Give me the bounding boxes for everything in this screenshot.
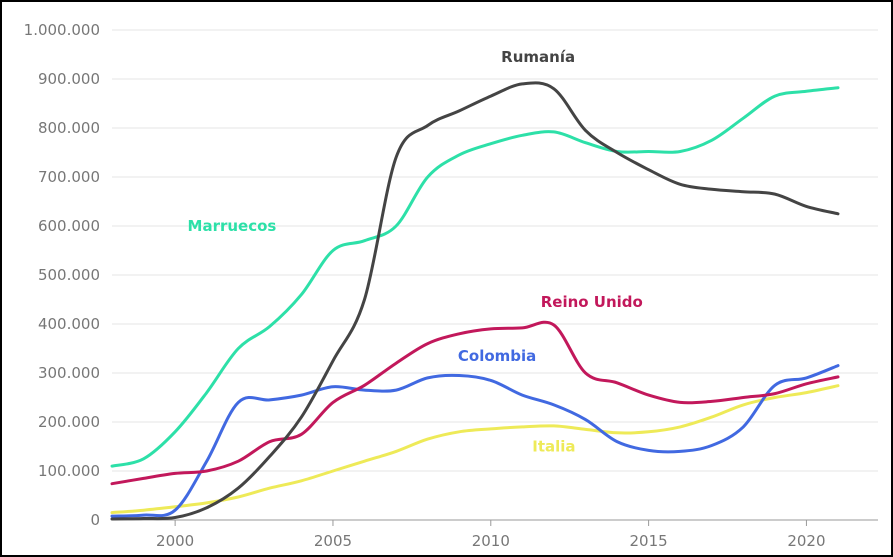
grid — [112, 29, 878, 521]
x-tick-label: 2010 — [472, 532, 510, 550]
series-line-rumania — [110, 81, 840, 521]
series-label-colombia: Colombia — [458, 347, 536, 365]
y-tick-label: 0 — [90, 511, 100, 529]
y-tick-label: 600.000 — [38, 217, 100, 235]
y-tick-label: 1.000.000 — [24, 21, 100, 39]
y-tick-label: 700.000 — [38, 168, 100, 186]
series-label-rumania: Rumanía — [501, 48, 575, 66]
y-tick-label: 900.000 — [38, 70, 100, 88]
series-label-italia: Italia — [532, 437, 575, 455]
series-line-colombia — [110, 364, 840, 518]
x-tick-label: 2005 — [314, 532, 352, 550]
series-label-reino-unido: Reino Unido — [541, 293, 643, 311]
x-tick-label: 2015 — [630, 532, 668, 550]
x-tick-label: 2020 — [787, 532, 825, 550]
y-tick-label: 300.000 — [38, 364, 100, 382]
y-tick-label: 500.000 — [38, 266, 100, 284]
x-axis: 2000 2005 2010 2015 2020 — [156, 520, 826, 550]
series-labels: Rumanía Marruecos Reino Unido Colombia Itali… — [188, 48, 643, 456]
y-tick-label: 400.000 — [38, 315, 100, 333]
series-line-reino-unido — [110, 320, 840, 486]
series-line-marruecos — [110, 86, 840, 468]
x-tick-label: 2000 — [156, 532, 194, 550]
series-lines — [110, 81, 840, 521]
series-label-marruecos: Marruecos — [188, 217, 277, 235]
y-tick-label: 100.000 — [38, 462, 100, 480]
y-tick-label: 800.000 — [38, 119, 100, 137]
y-tick-label: 200.000 — [38, 413, 100, 431]
y-axis: 0 100.000 200.000 300.000 400.000 500.000 600.… — [24, 21, 100, 529]
series-line-italia — [110, 384, 840, 515]
